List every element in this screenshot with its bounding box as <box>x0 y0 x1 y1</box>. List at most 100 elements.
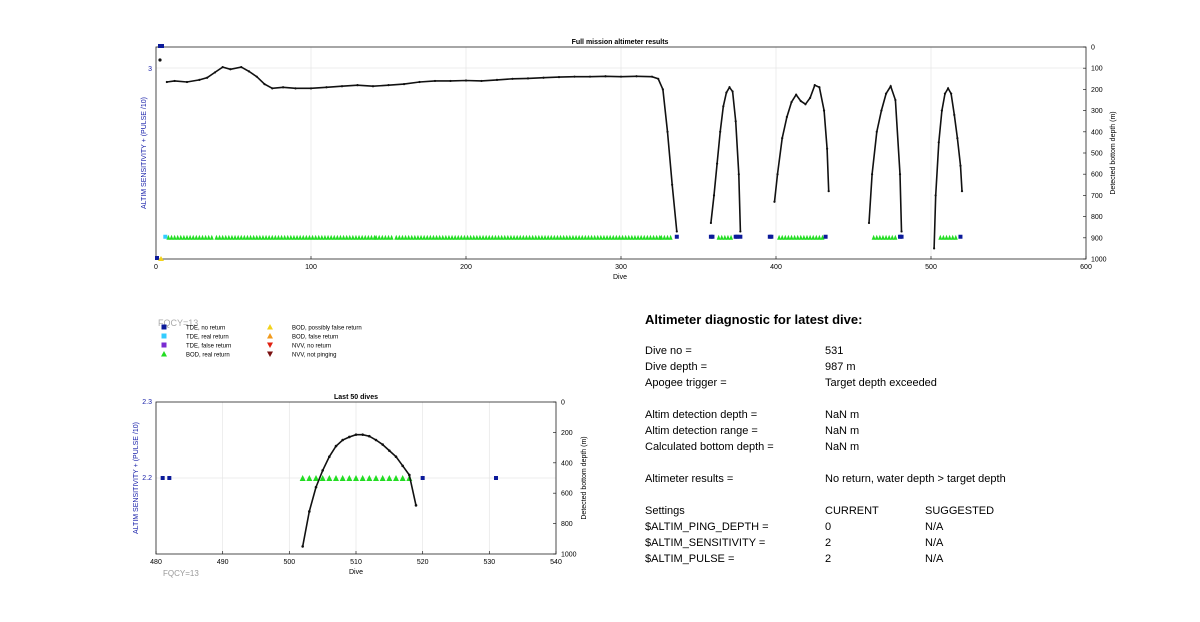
depth-point <box>361 433 364 436</box>
bod-real-return-marker <box>580 234 585 240</box>
y-right-tick-label: 1000 <box>1091 257 1107 264</box>
bod-real-return-marker <box>285 234 290 240</box>
settings-row-ping-depth: $ALTIM_PING_DEPTH = 0 N/A <box>645 519 1165 535</box>
bod-real-return-marker <box>203 234 208 240</box>
diag-value: 987 m <box>825 361 856 373</box>
settings-header-suggested: SUGGESTED <box>925 505 995 517</box>
depth-point <box>314 485 318 489</box>
depth-point <box>728 86 731 89</box>
bod-real-return-marker <box>789 234 794 240</box>
bod-real-return-marker <box>304 234 309 240</box>
settings-header-current: CURRENT <box>825 505 879 517</box>
y-right-tick-label: 200 <box>561 430 573 437</box>
depth-point <box>712 194 716 197</box>
bod-real-return-marker <box>236 234 241 240</box>
x-tick-label: 400 <box>770 264 782 271</box>
depth-point <box>388 449 391 452</box>
legend-triangle-up-icon <box>161 351 167 357</box>
bod-real-return-marker <box>185 234 189 240</box>
depth-point <box>354 433 358 436</box>
bod-real-return-marker <box>725 234 730 240</box>
bod-real-return-marker <box>338 234 343 240</box>
bod-real-return-marker <box>214 234 219 240</box>
depth-point <box>255 75 258 78</box>
top-grid <box>155 47 1087 259</box>
depth-point <box>799 99 802 103</box>
bod-real-return-marker <box>233 234 238 240</box>
setting-suggested: N/A <box>925 521 944 533</box>
depth-point <box>557 76 561 79</box>
bod-real-return-marker <box>242 234 247 240</box>
diag-value: No return, water depth > target depth <box>825 473 1006 485</box>
bod-real-return-marker <box>273 234 278 240</box>
bod-real-return-marker <box>636 234 641 240</box>
depth-point <box>809 96 812 99</box>
legend-label: NVV, not pinging <box>292 353 336 359</box>
depth-point <box>731 90 734 93</box>
bod-real-return-marker <box>611 234 616 240</box>
depth-point <box>229 68 232 71</box>
tde-no-return-marker <box>494 476 498 480</box>
legend-square-icon <box>161 324 167 330</box>
y-right-tick-label: 400 <box>1091 129 1103 136</box>
bod-real-return-marker <box>499 234 504 240</box>
depth-point <box>737 173 740 176</box>
bod-real-return-marker <box>359 475 366 481</box>
setting-suggested: N/A <box>925 537 944 549</box>
depth-point <box>325 86 328 89</box>
bod-real-return-marker <box>257 234 262 240</box>
bod-real-return-marker <box>944 234 949 240</box>
bod-real-return-marker <box>245 234 250 240</box>
depth-point <box>781 137 784 140</box>
bod-real-return-marker <box>512 234 517 240</box>
depth-point <box>722 105 725 108</box>
legend-faded-label: FQCY=13 <box>158 318 199 328</box>
bod-real-return-marker <box>589 234 594 240</box>
bod-real-return-marker <box>226 234 231 240</box>
bod-real-return-marker <box>380 234 385 240</box>
diag-label: Altimeter results = <box>645 473 734 485</box>
bod-real-return-marker <box>239 234 244 240</box>
depth-point <box>790 101 793 104</box>
bod-real-return-marker <box>412 234 417 240</box>
bod-real-return-marker <box>546 234 551 240</box>
bod-real-return-marker <box>586 234 591 240</box>
bod-real-return-marker <box>443 234 448 240</box>
bod-real-return-marker <box>716 234 721 240</box>
depth-point <box>198 78 201 81</box>
bod-real-return-marker <box>276 234 281 240</box>
bod-real-return-marker <box>465 234 470 240</box>
bod-real-return-marker <box>419 234 424 240</box>
tde-no-return-marker <box>769 234 774 239</box>
bod-real-return-marker <box>310 234 315 240</box>
y-right-tick-label: 900 <box>1091 235 1103 242</box>
bod-real-return-marker <box>299 475 306 481</box>
depth-point <box>725 91 728 94</box>
bod-real-return-marker <box>251 234 256 240</box>
tde-no-return-marker <box>158 44 164 48</box>
depth-point <box>221 66 224 69</box>
depth-point <box>675 230 678 233</box>
x-tick-label: 510 <box>350 559 362 566</box>
setting-current: 0 <box>825 521 832 533</box>
bod-real-return-marker <box>477 234 482 240</box>
bod-real-return-marker <box>347 234 352 240</box>
diag-row-dive-depth: Dive depth = 987 m <box>645 359 1165 375</box>
bod-real-return-marker <box>783 234 788 240</box>
diag-value: NaN m <box>825 409 860 421</box>
depth-point <box>464 79 468 82</box>
depth-point <box>661 88 664 91</box>
depth-point <box>340 85 344 88</box>
depth-point <box>381 443 384 446</box>
tde-no-return-marker <box>735 234 740 239</box>
diag-label: Dive no = <box>645 345 692 357</box>
bod-real-return-marker <box>811 234 816 240</box>
diagnostic-title: Altimeter diagnostic for latest dive: <box>645 312 863 327</box>
diagnostic-panel: Altimeter diagnostic for latest dive: Di… <box>645 312 1165 567</box>
depth-point <box>173 79 176 83</box>
bod-real-return-marker <box>366 475 373 481</box>
bod-real-return-marker <box>322 234 327 240</box>
x-tick-label: 300 <box>615 264 627 271</box>
bod-real-return-marker <box>890 234 895 240</box>
depth-point <box>650 75 654 78</box>
